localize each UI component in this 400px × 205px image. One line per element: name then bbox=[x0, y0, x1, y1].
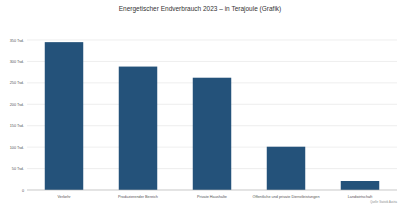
x-tick-label: Private Haushalte bbox=[197, 195, 227, 199]
chart-container: Energetischer Endverbrauch 2023 – in Ter… bbox=[0, 0, 400, 205]
grid-line bbox=[27, 40, 397, 41]
x-tick-label: Verkehr bbox=[57, 195, 71, 199]
bar bbox=[267, 147, 305, 190]
x-tick-label: Produzierender Bereich bbox=[118, 195, 158, 199]
bars bbox=[45, 42, 379, 190]
y-tick-label: 250 Tsd. bbox=[10, 81, 24, 85]
chart-title: Energetischer Endverbrauch 2023 – in Ter… bbox=[119, 5, 281, 13]
x-tick-label: Landwirtschaft bbox=[348, 195, 373, 199]
y-tick-label: 350 Tsd. bbox=[10, 39, 24, 43]
y-tick-label: 0 bbox=[22, 189, 24, 193]
bar bbox=[341, 181, 379, 190]
bar bbox=[119, 67, 157, 190]
y-tick-label: 50 Tsd. bbox=[12, 167, 24, 171]
bar bbox=[45, 42, 83, 190]
chart-svg: Energetischer Endverbrauch 2023 – in Ter… bbox=[0, 0, 400, 205]
y-tick-label: 100 Tsd. bbox=[10, 146, 24, 150]
y-tick-label: 200 Tsd. bbox=[10, 103, 24, 107]
y-tick-label: 150 Tsd. bbox=[10, 124, 24, 128]
x-axis-line bbox=[27, 190, 397, 191]
x-tick-label: Öffentliche und private Dienstleistungen bbox=[252, 195, 319, 199]
y-tick-label: 300 Tsd. bbox=[10, 60, 24, 64]
source-note: Quelle: Statistik Austria bbox=[370, 200, 397, 204]
bar bbox=[193, 78, 231, 190]
